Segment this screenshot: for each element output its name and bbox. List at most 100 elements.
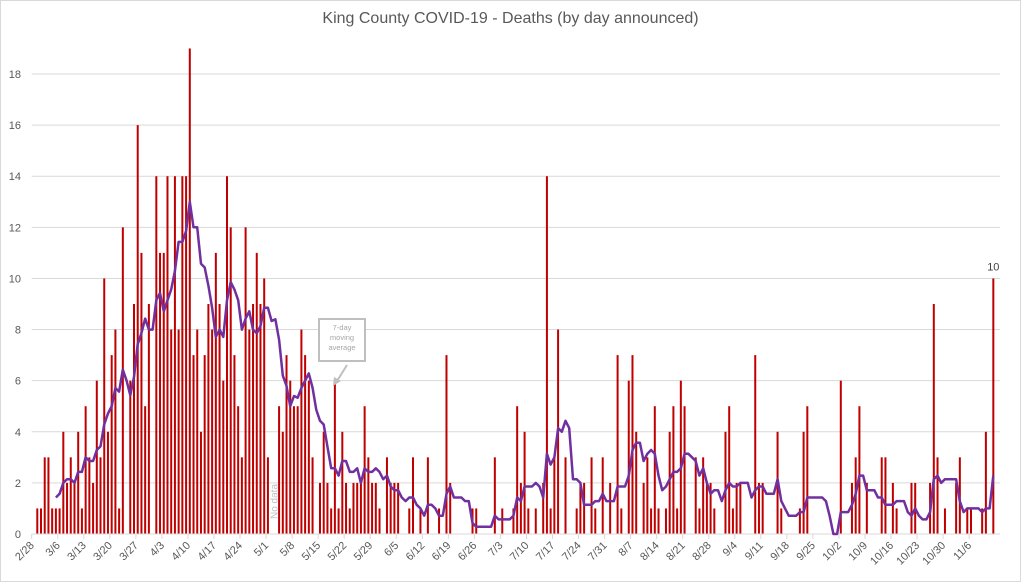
bar: [278, 406, 281, 534]
x-tick-label: 4/3: [148, 540, 167, 559]
bar: [222, 380, 225, 534]
bar: [516, 406, 519, 534]
bar: [702, 457, 705, 534]
bar: [676, 508, 679, 534]
no-data-label: No data: [269, 483, 281, 520]
bar: [389, 482, 392, 534]
bar: [300, 329, 303, 534]
bar: [322, 431, 325, 534]
bar: [449, 482, 452, 534]
bar: [77, 431, 80, 534]
bar: [296, 406, 299, 534]
x-tick-label: 10/23: [894, 540, 922, 568]
x-tick-label: 3/20: [91, 540, 115, 564]
bar: [664, 508, 667, 534]
bar: [668, 431, 671, 534]
bar: [203, 355, 206, 534]
bar: [761, 482, 764, 534]
x-tick-label: 5/1: [252, 540, 271, 559]
bar: [106, 431, 109, 534]
x-tick-label: 7/3: [486, 540, 505, 559]
bar: [694, 457, 697, 534]
bar: [43, 457, 46, 534]
y-tick-label: 12: [9, 222, 21, 234]
bar: [311, 457, 314, 534]
x-tick-label: 6/12: [404, 540, 428, 564]
bar: [802, 431, 805, 534]
bar: [724, 431, 727, 534]
bar: [943, 508, 946, 534]
bar: [337, 508, 340, 534]
x-tick-label: 10/16: [868, 540, 896, 568]
x-tick-label: 5/29: [352, 540, 376, 564]
bar: [408, 508, 411, 534]
x-tick-label: 4/24: [222, 540, 246, 564]
bar: [672, 406, 675, 534]
moving-average-annotation: 7-day moving average: [318, 318, 366, 362]
x-tick-label: 8/7: [616, 540, 635, 559]
bar: [166, 176, 169, 534]
bar: [932, 304, 935, 534]
bar: [307, 380, 310, 534]
bar: [359, 482, 362, 534]
bar: [356, 482, 359, 534]
bar: [292, 406, 295, 534]
x-tick-label: 5/22: [326, 540, 350, 564]
bar: [211, 329, 214, 534]
bar: [136, 125, 139, 534]
bar: [352, 482, 355, 534]
x-tick-label: 5/15: [300, 540, 324, 564]
bar: [880, 457, 883, 534]
bar: [891, 482, 894, 534]
bar: [185, 176, 188, 534]
bar: [103, 278, 106, 534]
bar: [728, 406, 731, 534]
y-tick-label: 18: [9, 69, 21, 81]
x-tick-label: 8/14: [638, 540, 662, 564]
data-label-last: 10: [987, 261, 999, 273]
bar: [162, 252, 165, 534]
bar: [493, 457, 496, 534]
bar: [646, 457, 649, 534]
bar: [884, 457, 887, 534]
bar: [895, 508, 898, 534]
y-tick-label: 2: [15, 478, 21, 490]
x-tick-label: 7/17: [534, 540, 558, 564]
bar: [214, 252, 217, 534]
x-tick-label: 2/28: [13, 540, 37, 564]
bar: [984, 431, 987, 534]
bar: [233, 355, 236, 534]
bar: [229, 227, 232, 535]
bar: [333, 380, 336, 534]
bar: [226, 176, 228, 534]
bar: [910, 482, 913, 534]
bar: [936, 457, 939, 534]
x-tick-label: 3/13: [65, 540, 89, 564]
bar: [348, 508, 351, 534]
bar: [445, 355, 448, 534]
y-tick-label: 8: [15, 325, 21, 337]
bar: [341, 431, 344, 534]
bar: [155, 176, 158, 534]
bar: [199, 431, 202, 534]
x-tick-label: 6/26: [456, 540, 480, 564]
bar: [519, 482, 522, 534]
bar: [438, 508, 441, 534]
bar: [207, 304, 210, 534]
bar: [393, 482, 396, 534]
bar: [575, 508, 578, 534]
bar: [84, 406, 87, 534]
bar: [512, 508, 515, 534]
bar: [266, 457, 269, 534]
bar: [263, 278, 266, 534]
bar: [92, 482, 95, 534]
bar: [378, 508, 381, 534]
x-tick-label: 10/30: [920, 540, 948, 568]
y-tick-label: 16: [9, 120, 21, 132]
bar: [970, 508, 972, 534]
x-tick-label: 5/8: [278, 540, 297, 559]
bar: [159, 252, 162, 534]
bar: [642, 482, 645, 534]
moving-average-line: [55, 200, 995, 536]
